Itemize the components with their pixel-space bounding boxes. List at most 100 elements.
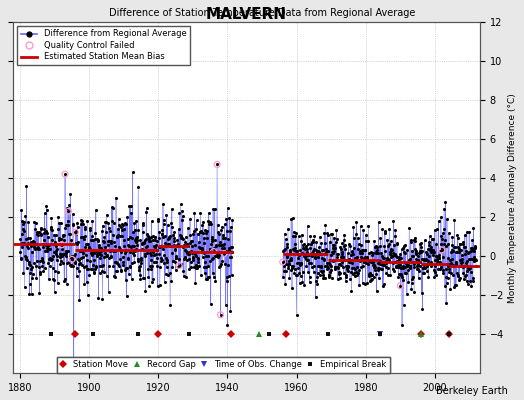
Point [105, 227, 114, 234]
Point [175, 262, 183, 269]
Point [141, 288, 149, 295]
Point [398, 321, 406, 328]
Point [210, 245, 219, 251]
Point [375, 243, 384, 250]
Point [466, 245, 475, 251]
Point [321, 222, 330, 228]
Point [121, 267, 129, 274]
Point [130, 219, 139, 226]
Point [203, 276, 211, 283]
Point [127, 244, 135, 250]
Point [125, 203, 134, 210]
Point [459, 241, 467, 247]
Point [173, 242, 181, 249]
Point [462, 272, 471, 278]
Point [280, 246, 289, 253]
Point [97, 252, 105, 258]
Point [457, 247, 465, 254]
Point [151, 234, 159, 241]
Point [38, 255, 46, 261]
Point [180, 254, 189, 260]
Point [75, 296, 84, 303]
Point [183, 250, 191, 256]
Point [76, 260, 84, 266]
Point [179, 243, 188, 250]
Point [400, 242, 408, 249]
Point [50, 289, 59, 295]
Point [143, 250, 151, 256]
Point [432, 241, 440, 247]
Point [226, 228, 234, 234]
Point [144, 274, 152, 280]
Point [466, 256, 474, 262]
Point [333, 251, 342, 258]
Point [424, 253, 433, 260]
Point [415, 267, 423, 274]
Point [39, 244, 47, 251]
Point [211, 252, 219, 259]
Point [46, 254, 54, 261]
Point [92, 262, 100, 269]
Point [161, 233, 169, 240]
Point [367, 276, 376, 283]
Point [209, 234, 217, 240]
Point [27, 266, 35, 272]
Point [164, 272, 172, 278]
Point [321, 263, 329, 270]
Point [80, 233, 89, 240]
Point [347, 288, 355, 294]
Point [165, 235, 173, 241]
Point [321, 240, 329, 246]
Point [327, 267, 335, 274]
Point [99, 238, 107, 244]
Point [116, 256, 124, 262]
Point [170, 228, 179, 235]
Point [191, 280, 200, 286]
Point [470, 258, 478, 265]
Point [129, 229, 137, 235]
Point [95, 244, 103, 250]
Point [304, 269, 312, 275]
Point [286, 249, 294, 255]
Point [353, 272, 362, 279]
Point [192, 217, 201, 223]
Point [29, 260, 38, 266]
Point [217, 261, 226, 267]
Point [77, 221, 85, 228]
Point [222, 216, 231, 223]
Point [190, 228, 198, 234]
Point [377, 261, 385, 268]
Point [385, 257, 393, 264]
Point [161, 240, 169, 246]
Point [77, 217, 85, 224]
Point [453, 249, 461, 255]
Point [314, 248, 322, 254]
Point [103, 252, 112, 258]
Point [465, 256, 474, 262]
Point [418, 255, 427, 262]
Point [64, 208, 73, 214]
Point [320, 230, 329, 237]
Point [311, 294, 320, 300]
Point [338, 240, 346, 246]
Point [71, 229, 80, 235]
Point [326, 268, 334, 275]
Point [50, 249, 58, 255]
Point [331, 264, 339, 270]
Point [107, 204, 116, 210]
Point [219, 235, 227, 242]
Point [119, 262, 127, 268]
Point [220, 250, 228, 257]
Point [216, 239, 224, 245]
Point [195, 229, 204, 235]
Point [425, 239, 433, 245]
Point [130, 248, 139, 254]
Point [32, 230, 41, 237]
Point [316, 234, 324, 240]
Point [66, 262, 74, 268]
Point [83, 266, 91, 272]
Legend: Station Move, Record Gap, Time of Obs. Change, Empirical Break: Station Move, Record Gap, Time of Obs. C… [57, 357, 390, 373]
Point [93, 236, 101, 242]
Point [189, 257, 198, 263]
Point [104, 242, 112, 248]
